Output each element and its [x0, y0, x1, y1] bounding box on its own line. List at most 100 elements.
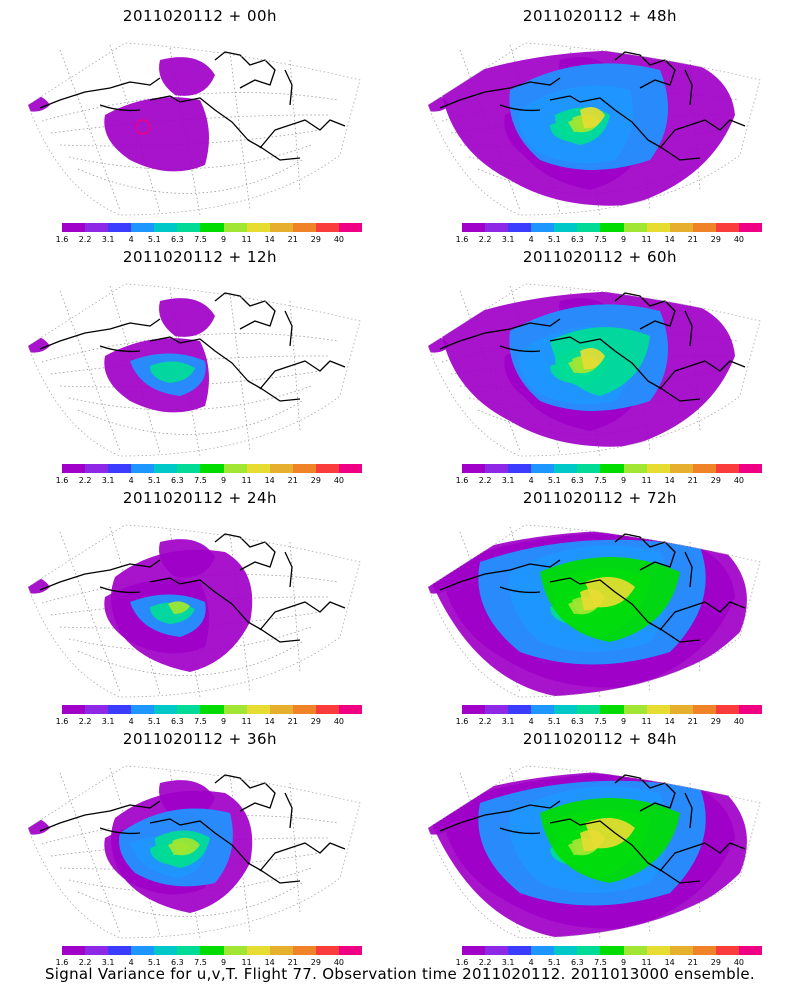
colorbar-swatch	[315, 705, 339, 714]
colorbar-tick-label: 14	[664, 717, 675, 726]
colorbar-swatch	[738, 705, 763, 714]
colorbar-swatch	[269, 946, 293, 955]
colorbar-tick-label: 1.6	[455, 476, 469, 485]
variance-contour	[172, 837, 200, 856]
coastline	[39, 292, 346, 402]
meridian-line	[59, 531, 121, 693]
colorbar-swatch	[85, 223, 109, 232]
colorbar-tick-label: 21	[287, 958, 298, 967]
colorbar-tick-label: 14	[264, 235, 275, 244]
colorbar-ticks: 1.6 2.2 3.1 4 5.1 6.3 7.5 9 11 14 21 29 40	[456, 476, 762, 486]
colorbar-swatch	[200, 946, 224, 955]
colorbar-tick-label: 1.6	[55, 717, 69, 726]
colorbar-swatch	[462, 705, 486, 714]
variance-map	[27, 765, 361, 939]
colorbar-swatch	[223, 223, 247, 232]
latitude-line	[77, 641, 303, 676]
variance-contour	[168, 601, 190, 614]
variance-map	[27, 524, 361, 698]
colorbar	[462, 464, 763, 473]
map-panel-48h: 2011020112 + 48h 1.6 2.2 3.1 4 5.1 6.3 7.5 9 11 1…	[400, 0, 800, 244]
colorbar-tick-label: 5.1	[547, 717, 561, 726]
colorbar-swatch	[315, 946, 339, 955]
colorbar-tick-label: 9	[620, 235, 627, 244]
meridian-line	[109, 44, 161, 213]
colorbar-swatch	[692, 464, 716, 473]
coastline-greenland	[684, 310, 693, 347]
colorbar	[62, 946, 363, 955]
colorbar-tick-label: 3.1	[101, 235, 115, 244]
colorbar-tick-label: 2.2	[78, 476, 92, 485]
map-boundary	[427, 283, 761, 457]
colorbar-tick-label: 4	[528, 717, 534, 726]
colorbar-swatch	[62, 464, 86, 473]
colorbar	[62, 464, 363, 473]
coastline	[439, 774, 746, 884]
variance-contour	[28, 336, 50, 353]
variance-contour	[28, 818, 50, 835]
variance-field	[28, 780, 253, 913]
colorbar-tick-label: 6.3	[171, 235, 184, 244]
colorbar-swatch	[131, 223, 155, 232]
meridian-line	[289, 59, 301, 191]
colorbar-tick-label: 5.1	[147, 235, 161, 244]
latitude-line	[59, 852, 321, 870]
colorbar-swatch	[600, 223, 624, 232]
map-boundary	[427, 42, 761, 216]
latitude-line	[68, 867, 312, 893]
colorbar-tick-label: 2.2	[78, 717, 92, 726]
coastline-alaska	[549, 95, 701, 161]
colorbar-tick-label: 4	[528, 958, 534, 967]
colorbar-tick-label: 1.6	[455, 235, 469, 244]
colorbar-tick-label: 11	[641, 235, 652, 244]
colorbar-ticks: 1.6 2.2 3.1 4 5.1 6.3 7.5 9 11 14 21 29 40	[56, 958, 362, 968]
colorbar-tick-label: 5.1	[547, 476, 561, 485]
colorbar-ticks: 1.6 2.2 3.1 4 5.1 6.3 7.5 9 11 14 21 29 40	[56, 476, 362, 486]
latitude-line	[77, 882, 303, 917]
variance-map	[427, 524, 761, 698]
colorbar-tick-label: 40	[333, 476, 345, 485]
colorbar-tick-label: 4	[528, 476, 534, 485]
colorbar-tick-label: 6.3	[571, 958, 584, 967]
coastline-aleutians	[499, 586, 541, 594]
colorbar-swatch	[485, 464, 509, 473]
meridian-line	[109, 767, 161, 936]
coastline-greenland	[684, 792, 693, 829]
colorbar-tick-label: 14	[264, 476, 275, 485]
colorbar-tick-label: 6.3	[571, 476, 584, 485]
variance-contour	[104, 97, 209, 172]
colorbar	[462, 705, 763, 714]
colorbar-tick-label: 29	[310, 717, 321, 726]
colorbar-swatch	[269, 464, 293, 473]
coastline-canada	[259, 601, 346, 631]
colorbar-swatch	[531, 464, 555, 473]
colorbar-swatch	[577, 946, 601, 955]
colorbar-tick-label: 2.2	[78, 235, 92, 244]
colorbar-tick-label: 7.5	[594, 235, 607, 244]
colorbar-swatch	[692, 946, 716, 955]
colorbar-swatch	[154, 705, 178, 714]
colorbar-tick-label: 2.2	[478, 717, 492, 726]
colorbar-swatch	[554, 946, 578, 955]
colorbar-tick-label: 7.5	[194, 235, 207, 244]
colorbar-tick-label: 1.6	[55, 958, 69, 967]
colorbar-tick-label: 9	[620, 476, 627, 485]
variance-map	[27, 283, 361, 457]
variance-map	[427, 42, 761, 216]
colorbar-tick-label: 2.2	[78, 958, 92, 967]
colorbar-swatch	[715, 464, 739, 473]
colorbar-swatch	[462, 946, 486, 955]
colorbar-swatch	[200, 223, 224, 232]
colorbar-swatch	[131, 946, 155, 955]
colorbar-tick-label: 29	[710, 717, 721, 726]
variance-field	[28, 539, 253, 672]
panel-title: 2011020112 + 36h	[122, 730, 278, 748]
colorbar-swatch	[531, 705, 555, 714]
latitude-line	[68, 144, 312, 170]
colorbar-swatch	[623, 705, 647, 714]
colorbar-tick-label: 3.1	[501, 717, 515, 726]
colorbar-tick-label: 9	[220, 235, 227, 244]
colorbar-swatch	[462, 223, 486, 232]
colorbar-swatch	[485, 946, 509, 955]
colorbar-tick-label: 11	[641, 958, 652, 967]
